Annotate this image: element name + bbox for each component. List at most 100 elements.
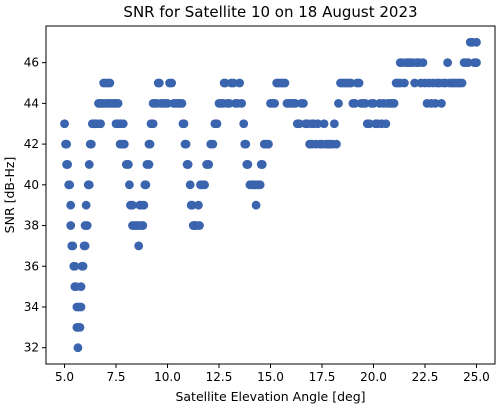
data-point (463, 58, 473, 68)
data-point (86, 139, 96, 149)
data-point (73, 343, 83, 353)
data-point (235, 78, 245, 88)
data-point (144, 160, 154, 169)
data-point (239, 119, 249, 129)
x-tick-label: 5.0 (55, 370, 74, 384)
data-point (118, 119, 128, 129)
y-axis-label: SNR [dB-Hz] (2, 157, 17, 234)
data-point (75, 322, 85, 332)
data-point (418, 58, 428, 68)
data-point (381, 119, 391, 129)
data-point (128, 200, 137, 210)
data-point (105, 78, 115, 88)
data-point (119, 139, 129, 149)
data-point (63, 160, 73, 169)
y-tick-label: 46 (24, 56, 39, 70)
data-point (187, 200, 197, 210)
data-point (430, 98, 440, 108)
data-point (294, 119, 304, 129)
data-point (313, 119, 323, 129)
data-point (399, 78, 409, 88)
plot-frame (45, 25, 496, 365)
data-point (76, 282, 86, 292)
y-tick-label: 38 (24, 219, 39, 233)
y-axis: 32 34 36 38 40 42 44 46 (24, 56, 46, 355)
data-point (82, 221, 92, 230)
data-point (350, 98, 360, 108)
data-point (200, 180, 209, 190)
data-point (257, 160, 267, 169)
data-point (141, 180, 151, 190)
data-point (410, 78, 420, 88)
data-point (65, 180, 75, 190)
data-point (60, 119, 69, 129)
data-point (81, 200, 91, 210)
data-point (319, 119, 329, 129)
data-point (139, 200, 149, 210)
data-point (134, 241, 144, 251)
data-point (167, 78, 177, 88)
data-point (145, 139, 155, 149)
points-layer (60, 37, 481, 353)
data-point (346, 78, 356, 88)
data-point (229, 78, 238, 88)
data-point (224, 98, 234, 108)
data-point (241, 139, 251, 149)
data-point (270, 98, 280, 108)
y-tick-label: 44 (24, 96, 39, 110)
data-point (96, 119, 105, 129)
data-point (290, 98, 300, 108)
x-axis-label: Satellite Elevation Angle [deg] (175, 389, 365, 404)
y-tick-label: 42 (24, 137, 39, 151)
y-tick-label: 32 (24, 341, 39, 355)
data-point (194, 200, 203, 210)
data-point (369, 98, 378, 108)
data-point (264, 139, 273, 149)
data-point (66, 200, 76, 210)
data-point (472, 37, 481, 47)
x-tick-label: 7.5 (106, 370, 125, 384)
data-point (255, 180, 265, 190)
data-point (183, 160, 193, 169)
data-point (179, 119, 189, 129)
data-point (123, 160, 133, 169)
x-tick-label: 10.0 (154, 370, 181, 384)
data-point (443, 58, 453, 68)
data-point (472, 58, 481, 68)
data-point (62, 139, 71, 149)
data-point (389, 98, 399, 108)
data-point (84, 180, 94, 190)
data-point (195, 221, 204, 230)
data-point (364, 119, 374, 129)
data-point (204, 160, 214, 169)
data-point (154, 78, 164, 88)
data-point (68, 241, 78, 251)
data-point (251, 200, 261, 210)
data-point (354, 78, 364, 88)
y-tick-label: 40 (24, 178, 39, 192)
data-point (66, 221, 76, 230)
data-point (185, 180, 195, 190)
chart-title: SNR for Satellite 10 on 18 August 2023 (123, 3, 417, 21)
x-tick-label: 15.0 (257, 370, 284, 384)
data-point (138, 221, 148, 230)
data-point (329, 119, 339, 129)
y-tick-label: 34 (24, 300, 39, 314)
data-point (334, 98, 343, 108)
x-tick-label: 22.5 (412, 370, 439, 384)
data-point (360, 98, 370, 108)
data-point (243, 160, 253, 169)
x-axis: 5.0 7.5 10.0 12.5 15.0 17.5 20.0 22.5 25.0 (55, 364, 490, 384)
x-tick-label: 25.0 (463, 370, 490, 384)
data-point (80, 241, 90, 251)
data-point (299, 98, 308, 108)
data-point (125, 180, 134, 190)
data-point (220, 78, 230, 88)
data-point (332, 139, 341, 149)
x-tick-label: 17.5 (309, 370, 336, 384)
data-point (78, 261, 88, 271)
data-point (437, 98, 446, 108)
data-point (237, 98, 247, 108)
data-point (457, 78, 467, 88)
